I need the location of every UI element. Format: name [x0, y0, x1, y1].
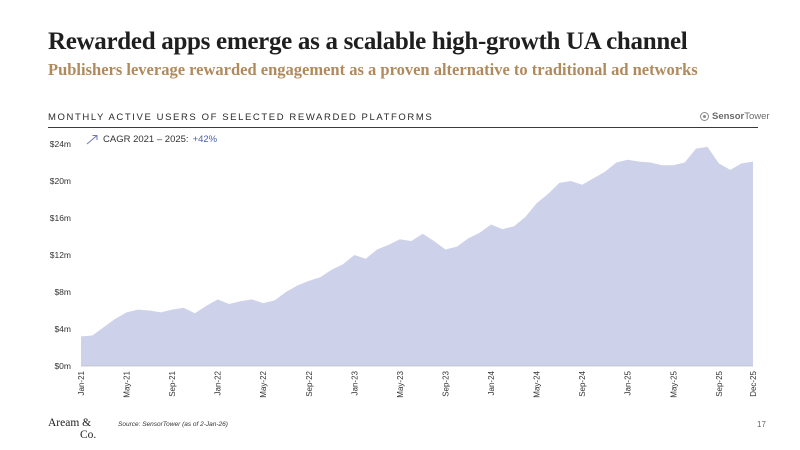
x-tick-label: Jan-23 [350, 370, 359, 395]
page-number: 17 [757, 420, 766, 429]
x-tick-label: Sep-21 [168, 370, 177, 396]
x-tick-label: Sep-22 [305, 370, 314, 396]
x-tick-label: Jan-24 [487, 370, 496, 395]
brand-name: SensorTower [712, 111, 770, 122]
x-tick-label: Jan-22 [214, 370, 223, 395]
mau-area-series [81, 146, 753, 366]
y-tick-label: $0m [54, 361, 71, 371]
x-tick-label: Jan-25 [624, 370, 633, 395]
y-tick-label: $16m [50, 213, 71, 223]
x-tick-label: Sep-23 [441, 370, 450, 396]
y-tick-label: $8m [54, 287, 71, 297]
x-tick-label: May-22 [259, 370, 268, 397]
slide-title: Rewarded apps emerge as a scalable high-… [48, 28, 688, 55]
y-tick-label: $12m [50, 250, 71, 260]
sensor-tower-brand: SensorTower [700, 111, 770, 122]
trend-arrow-icon [86, 135, 98, 145]
x-tick-label: Jan-21 [77, 370, 86, 395]
x-tick-label: May-21 [123, 370, 132, 397]
cagr-annotation: CAGR 2021 – 2025: +42% [86, 134, 217, 145]
x-tick-label: Sep-25 [715, 370, 724, 396]
cagr-label: CAGR 2021 – 2025: [103, 134, 189, 145]
aream-co-logo: Aream & Co. [48, 417, 97, 441]
chart-section-label: MONTHLY ACTIVE USERS OF SELECTED REWARDE… [48, 112, 434, 123]
slide-subtitle: Publishers leverage rewarded engagement … [48, 60, 698, 79]
x-tick-label: Sep-24 [578, 370, 587, 396]
x-tick-label: May-24 [533, 370, 542, 397]
section-divider [48, 127, 758, 128]
y-tick-label: $24m [50, 139, 71, 149]
sensor-tower-logo-icon [700, 112, 709, 121]
source-note: Source: SensorTower (as of 2-Jan-26) [118, 421, 228, 428]
y-tick-label: $4m [54, 324, 71, 334]
cagr-value: +42% [192, 134, 218, 145]
x-tick-label: May-23 [396, 370, 405, 397]
x-tick-label: Dec-25 [749, 370, 758, 396]
y-tick-label: $20m [50, 176, 71, 186]
x-tick-label: May-25 [669, 370, 678, 397]
